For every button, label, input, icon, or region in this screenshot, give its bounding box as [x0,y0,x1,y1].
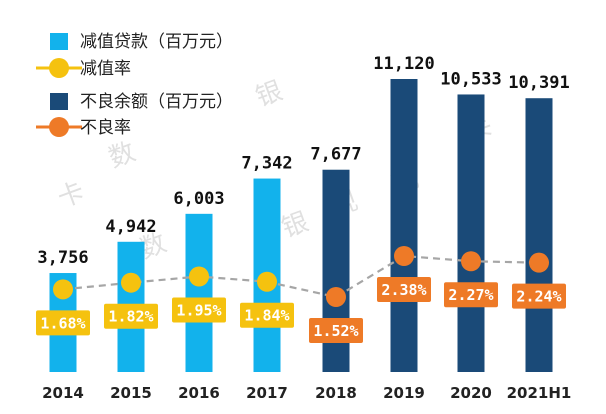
rate-marker [461,251,481,272]
rate-markers [53,246,549,307]
rate-label: 2.38% [377,277,431,302]
rate-marker [53,279,73,300]
bar-value-label: 6,003 [173,189,224,209]
x-axis: 2014 2015 2016 2017 2018 2019 2020 2021H1 [42,384,571,402]
rate-label: 1.52% [309,318,363,343]
rate-label-box [104,303,158,329]
rate-marker [326,287,346,307]
rate-label-text: 2.38% [381,281,426,299]
rate-line [62,254,540,299]
rate-marker [121,272,141,293]
bar [457,94,485,372]
x-tick-label: 2017 [246,384,288,402]
x-tick-label: 2016 [178,384,220,402]
watermark-char: 卡 [54,177,89,214]
bar [185,213,213,372]
rate-label: 2.27% [444,282,498,308]
rate-label: 1.68% [36,310,90,336]
rate-label-box [444,282,498,308]
bar-value-label: 7,677 [310,145,361,165]
bar-value-label: 11,120 [373,54,434,74]
legend-swatch [50,93,68,110]
watermark-char: 银 [252,76,287,113]
x-tick-label: 2018 [315,384,357,402]
watermark-char: 银 [278,207,313,244]
x-tick-label: 2020 [450,384,492,402]
rate-labels: 1.68% 1.82% 1.95% 1.84% 1.52% 2.38% 2.27% 2.24% [36,277,566,343]
rate-marker [257,271,277,292]
rate-label-box [309,318,363,343]
rate-label-text: 1.84% [244,307,289,325]
bar-value-labels: 3,756 4,942 6,003 7,342 7,677 11,120 10,533 10,… [37,54,569,268]
legend-marker [49,117,69,137]
rate-label-text: 2.27% [448,286,493,304]
bar-value-label: 10,391 [508,73,569,93]
legend-entry: 减值贷款（百万元） [50,32,233,52]
legend-entry: 不良余额（百万元） [50,92,233,112]
legend-label: 减值贷款（百万元） [80,32,233,52]
rate-label-box [172,297,226,323]
x-tick-label: 2014 [42,384,84,402]
legend-label: 不良余额（百万元） [80,92,233,112]
bar-value-label: 4,942 [105,217,156,237]
rate-label-text: 1.52% [313,322,358,340]
rate-label: 1.82% [104,303,158,329]
legend-label: 减值率 [80,59,131,79]
rate-label-box [377,277,431,302]
rate-marker [529,252,549,273]
x-tick-label: 2021H1 [507,384,572,402]
rate-label-box [36,310,90,336]
rate-label-text: 1.95% [176,302,221,320]
legend-entry: 减值率 [36,58,131,79]
rate-label-text: 2.24% [516,288,561,306]
rate-label: 1.84% [240,302,294,328]
rate-label-text: 1.68% [40,314,85,332]
rate-label: 2.24% [512,283,566,309]
legend-label: 不良率 [80,118,131,138]
legend-marker [49,58,69,78]
bar-value-label: 3,756 [37,248,88,268]
x-tick-label: 2015 [110,384,152,402]
bar-value-label: 7,342 [241,154,292,174]
rate-marker [189,266,209,287]
rate-connector-line [62,254,540,299]
bar-value-label: 10,533 [440,69,501,89]
legend-swatch [50,33,68,50]
rate-label: 1.95% [172,297,226,323]
x-tick-label: 2019 [383,384,425,402]
legend-entry: 不良率 [36,117,131,138]
watermark-char: 数 [105,137,140,174]
rate-marker [394,246,414,266]
rate-label-text: 1.82% [108,308,153,326]
rate-label-box [240,302,294,328]
rate-label-box [512,283,566,309]
bar [525,98,553,372]
bar [390,79,418,372]
